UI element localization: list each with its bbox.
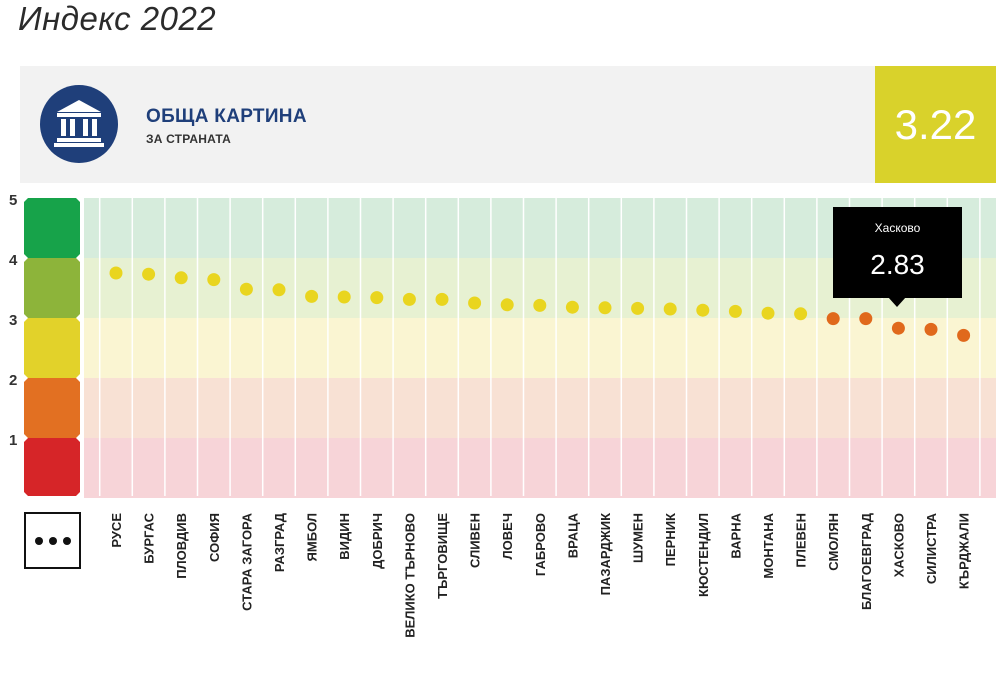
- x-tick-label: КЪРДЖАЛИ: [957, 513, 972, 589]
- x-tick-label: РАЗГРАД: [272, 512, 287, 572]
- x-tick-label: ВИДИН: [337, 513, 352, 560]
- x-tick-label: ПЕРНИК: [663, 513, 678, 566]
- data-point[interactable]: [728, 304, 742, 318]
- background-band-2: [84, 378, 996, 438]
- background-band-3: [84, 318, 996, 378]
- x-tick-label: ДОБРИЧ: [370, 513, 385, 569]
- data-point[interactable]: [696, 303, 710, 317]
- data-point[interactable]: [402, 292, 416, 306]
- x-tick-label: РУСЕ: [109, 513, 124, 548]
- more-dots-icon: [34, 536, 43, 545]
- x-tick-label: СМОЛЯН: [826, 513, 841, 571]
- x-tick-label: ГАБРОВО: [533, 513, 548, 576]
- institution-building-icon: [40, 85, 118, 163]
- score-band-1: [24, 438, 80, 496]
- data-point[interactable]: [891, 321, 905, 335]
- data-point[interactable]: [239, 282, 253, 296]
- data-point[interactable]: [631, 301, 645, 315]
- data-point[interactable]: [109, 266, 123, 280]
- data-point[interactable]: [761, 306, 775, 320]
- x-tick-label: ПЛОВДИВ: [174, 513, 189, 579]
- x-tick-label: ВАРНА: [728, 512, 743, 558]
- score-band-2: [24, 378, 80, 438]
- header-subtitle: ЗА СТРАНАТА: [146, 132, 232, 146]
- data-points: [109, 266, 971, 342]
- data-point[interactable]: [272, 283, 286, 297]
- x-tick-label: МОНТАНА: [761, 512, 776, 578]
- score-band-5: [24, 198, 80, 258]
- x-tick-label: ПЛЕВЕН: [794, 513, 809, 568]
- more-dots-icon-dot: [62, 536, 71, 545]
- y-axis-ticks: 5 4 3 2 1: [9, 192, 18, 449]
- x-axis-labels: РУСЕ БУРГАС ПЛОВДИВ СОФИЯ СТАРА ЗАГОРА РАЗГРА…: [109, 512, 972, 638]
- data-point[interactable]: [924, 322, 938, 336]
- data-point[interactable]: [859, 312, 873, 326]
- x-tick-label: ХАСКОВО: [891, 513, 906, 577]
- y-tick-label: 4: [9, 252, 18, 269]
- x-tick-label: ТЪРГОВИЩЕ: [435, 513, 450, 599]
- x-tick-label: БУРГАС: [142, 512, 157, 563]
- x-tick-label: ПАЗАРДЖИК: [598, 513, 613, 595]
- score-band-4: [24, 258, 80, 318]
- y-tick-label: 1: [9, 432, 17, 449]
- y-tick-label: 5: [9, 192, 17, 209]
- data-point[interactable]: [663, 302, 677, 316]
- x-tick-label: БЛАГОЕВГРАД: [859, 512, 874, 610]
- data-point[interactable]: [957, 328, 971, 342]
- data-point[interactable]: [337, 290, 351, 304]
- data-point[interactable]: [174, 271, 188, 285]
- tooltip-arrow: [888, 297, 906, 307]
- x-tick-label: СТАРА ЗАГОРА: [239, 512, 254, 610]
- x-tick-label: ВЕЛИКО ТЪРНОВО: [402, 513, 417, 638]
- chart-grid: [98, 198, 981, 496]
- data-point[interactable]: [565, 300, 579, 314]
- tooltip-value: 2.83: [870, 249, 925, 280]
- x-tick-label: СИЛИСТРА: [924, 512, 939, 584]
- y-tick-label: 2: [9, 372, 17, 389]
- header-title: ОБЩА КАРТИНА: [146, 106, 307, 127]
- overview-header: ОБЩА КАРТИНА ЗА СТРАНАТА 3.22: [20, 66, 996, 183]
- background-band-1: [84, 438, 996, 498]
- data-point[interactable]: [435, 292, 449, 306]
- overall-score: 3.22: [875, 66, 996, 183]
- page-title: Индекс 2022: [18, 0, 217, 37]
- x-tick-label: СОФИЯ: [207, 513, 222, 562]
- score-band-3: [24, 318, 80, 378]
- x-tick-label: ЛОВЕЧ: [500, 513, 515, 559]
- tooltip-region-name: Хасково: [874, 221, 921, 235]
- data-point[interactable]: [533, 298, 547, 312]
- more-button[interactable]: [24, 512, 81, 569]
- data-point[interactable]: [794, 307, 808, 321]
- score-scale: [24, 198, 80, 496]
- data-point[interactable]: [468, 296, 482, 310]
- x-tick-label: ШУМЕН: [631, 513, 646, 563]
- data-point[interactable]: [500, 298, 514, 312]
- data-point[interactable]: [826, 312, 840, 326]
- hover-tooltip: Хасково 2.83: [833, 207, 962, 307]
- x-tick-label: ЯМБОЛ: [305, 513, 320, 561]
- data-point[interactable]: [142, 267, 156, 281]
- data-point[interactable]: [598, 301, 612, 315]
- data-point[interactable]: [305, 289, 319, 303]
- x-tick-label: СЛИВЕН: [468, 513, 483, 568]
- x-tick-label: ВРАЦА: [565, 512, 580, 558]
- data-point[interactable]: [207, 273, 221, 287]
- y-tick-label: 3: [9, 312, 17, 329]
- x-tick-label: КЮСТЕНДИЛ: [696, 513, 711, 597]
- more-dots-icon-dot: [48, 536, 57, 545]
- data-point[interactable]: [370, 291, 384, 305]
